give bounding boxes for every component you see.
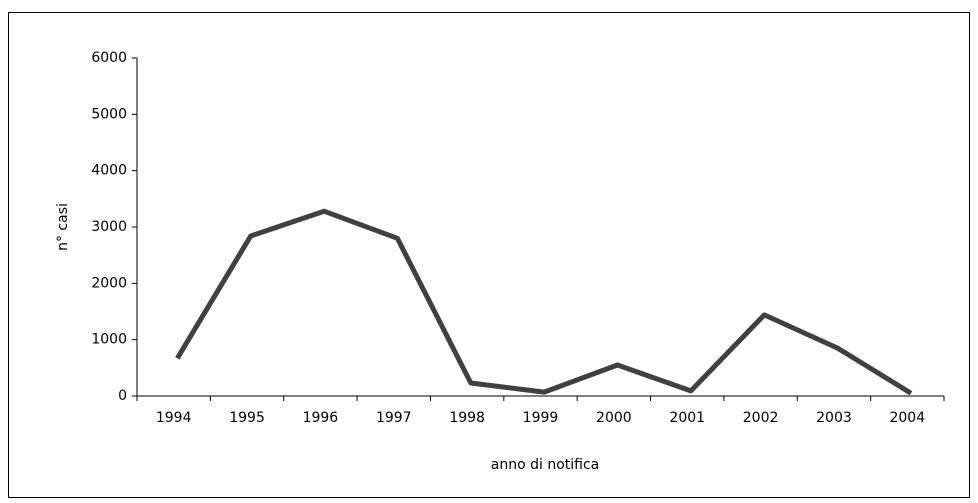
y-tick-label: 6000 bbox=[91, 50, 127, 66]
x-tick-label: 2001 bbox=[669, 410, 705, 426]
x-tick-label: 2003 bbox=[816, 410, 852, 426]
y-tick-label: 1000 bbox=[91, 332, 127, 348]
x-tick-label: 1997 bbox=[376, 410, 412, 426]
y-tick-label: 0 bbox=[118, 388, 127, 404]
x-axis-label: anno di notifica bbox=[491, 457, 599, 473]
x-tick-label: 2002 bbox=[743, 410, 779, 426]
data-line bbox=[175, 208, 913, 396]
chart-frame bbox=[8, 12, 970, 498]
x-tick-label: 1999 bbox=[523, 410, 559, 426]
x-tick-label: 2004 bbox=[889, 410, 925, 426]
x-tick-label: 1996 bbox=[303, 410, 339, 426]
y-tick-label: 2000 bbox=[91, 275, 127, 291]
y-tick-label: 4000 bbox=[91, 163, 127, 179]
y-axis-label: n° casi bbox=[55, 203, 71, 251]
x-tick-label: 1994 bbox=[156, 410, 192, 426]
y-tick-label: 3000 bbox=[91, 219, 127, 235]
x-tick-label: 1995 bbox=[229, 410, 265, 426]
x-tick-label: 2000 bbox=[596, 410, 632, 426]
x-tick-label: 1998 bbox=[449, 410, 485, 426]
y-tick-label: 5000 bbox=[91, 106, 127, 122]
